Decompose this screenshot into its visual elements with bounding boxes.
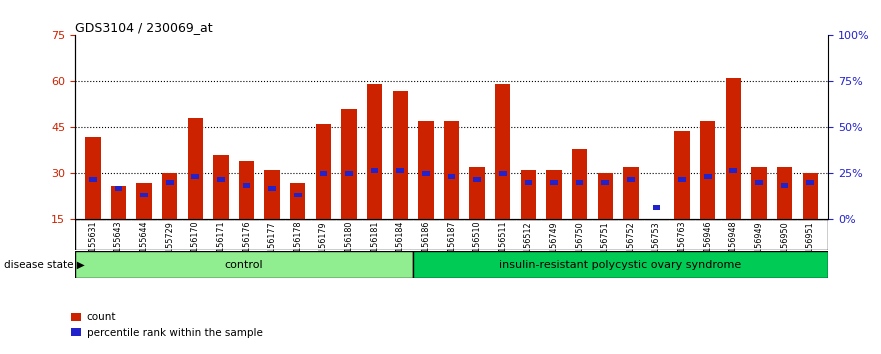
Bar [729,168,737,173]
Text: GSM156179: GSM156179 [319,221,328,270]
Text: control: control [225,259,263,270]
Bar [675,131,690,219]
Text: GSM156948: GSM156948 [729,221,738,269]
Bar [166,181,174,185]
Bar [162,173,177,219]
Text: GSM156177: GSM156177 [268,221,277,270]
Bar [448,174,455,179]
Text: GSM156949: GSM156949 [754,221,764,270]
Text: GSM156511: GSM156511 [499,221,507,269]
Bar [315,124,331,219]
Bar [648,219,664,259]
Bar [242,183,250,188]
Text: GSM156750: GSM156750 [575,221,584,270]
Bar [345,171,353,176]
Bar [418,121,433,219]
Bar [191,174,199,179]
Text: GSM156171: GSM156171 [217,221,226,269]
Bar [700,121,715,219]
Bar [294,193,301,197]
Bar [320,171,327,176]
Bar [264,170,280,219]
Text: GSM156178: GSM156178 [293,221,302,269]
Bar [521,170,536,219]
Bar [85,137,100,219]
Text: GSM156184: GSM156184 [396,221,404,269]
Bar [550,181,558,185]
Bar [393,91,408,219]
Text: disease state ▶: disease state ▶ [4,260,85,270]
Bar [751,167,766,219]
Bar [499,171,507,176]
Bar [627,177,634,182]
Text: GSM156763: GSM156763 [677,221,686,269]
Bar [704,174,712,179]
Bar [781,183,788,188]
Bar [396,168,404,173]
Bar [653,205,661,210]
FancyBboxPatch shape [75,251,412,278]
Text: GSM156180: GSM156180 [344,221,353,269]
Bar [188,118,203,219]
Bar [367,85,382,219]
Text: GSM156753: GSM156753 [652,221,661,270]
FancyBboxPatch shape [412,251,828,278]
Text: GSM155644: GSM155644 [139,221,149,269]
Bar [217,177,225,182]
Text: GSM155643: GSM155643 [114,221,123,269]
Bar [422,171,430,176]
Text: GSM156752: GSM156752 [626,221,635,270]
Bar [341,109,357,219]
Bar [470,167,485,219]
Text: GSM156749: GSM156749 [550,221,559,270]
Text: GSM156186: GSM156186 [421,221,431,269]
Text: GSM156951: GSM156951 [806,221,815,270]
Bar [473,177,481,182]
Text: GSM156176: GSM156176 [242,221,251,269]
Bar [140,193,148,197]
Text: GSM156751: GSM156751 [601,221,610,270]
Text: GSM156510: GSM156510 [472,221,482,269]
Text: insulin-resistant polycystic ovary syndrome: insulin-resistant polycystic ovary syndr… [500,259,742,270]
Bar [269,187,276,191]
Bar [111,186,126,219]
Bar [576,181,583,185]
Bar [137,183,152,219]
Bar [546,170,562,219]
Bar [806,181,814,185]
Bar [777,167,792,219]
Text: GDS3104 / 230069_at: GDS3104 / 230069_at [75,21,212,34]
Bar [726,78,741,219]
Bar [89,177,97,182]
Text: GSM156950: GSM156950 [780,221,789,270]
Bar [444,121,459,219]
Bar [524,181,532,185]
Text: GSM156170: GSM156170 [191,221,200,269]
Bar [623,167,639,219]
Bar [213,155,228,219]
Text: GSM156512: GSM156512 [524,221,533,270]
Text: GSM156187: GSM156187 [447,221,456,269]
Bar [115,187,122,191]
Text: GSM156181: GSM156181 [370,221,379,269]
Text: GSM156946: GSM156946 [703,221,712,269]
Bar [371,168,379,173]
Bar [755,181,763,185]
Text: GSM155729: GSM155729 [165,221,174,270]
Text: GSM155631: GSM155631 [88,221,97,269]
Bar [602,181,609,185]
Bar [572,149,588,219]
Bar [597,173,613,219]
Bar [290,183,306,219]
Bar [239,161,255,219]
Bar [495,85,510,219]
Bar [678,177,686,182]
Bar [803,173,818,219]
Legend: count, percentile rank within the sample: count, percentile rank within the sample [67,308,267,342]
